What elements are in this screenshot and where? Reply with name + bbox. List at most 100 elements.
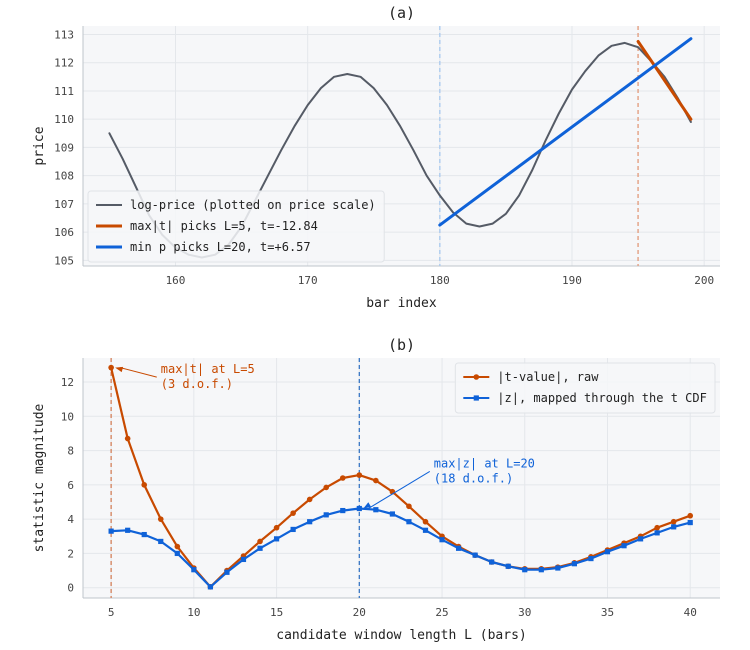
legend-marker — [473, 395, 479, 401]
x-tick-label: 10 — [187, 606, 200, 619]
annotation-text: max|z| at L=20 — [434, 456, 535, 470]
annotation-arrow-head — [363, 502, 372, 509]
legend-label: max|t| picks L=5, t=-12.84 — [130, 219, 318, 233]
data-point — [191, 567, 197, 573]
data-point — [422, 518, 429, 525]
x-tick-label: 200 — [694, 274, 714, 287]
legend: |t-value|, raw |z|, mapped through the t … — [454, 362, 716, 414]
y-tick-label: 112 — [54, 57, 74, 70]
data-point — [455, 545, 462, 551]
x-axis-label: candidate window length L (bars) — [276, 628, 526, 643]
x-tick-label: 30 — [518, 606, 531, 619]
y-axis-label: statistic magnitude — [32, 403, 47, 552]
legend-marker — [473, 374, 480, 380]
y-tick-label: 2 — [67, 547, 74, 560]
annotation-text: (18 d.o.f.) — [434, 471, 513, 485]
data-point — [290, 510, 296, 516]
chart-title: (b) — [388, 336, 415, 354]
data-point — [257, 545, 263, 551]
y-tick-label: 106 — [54, 226, 74, 239]
series-line — [636, 40, 693, 121]
data-point — [174, 550, 180, 557]
data-point — [389, 511, 395, 517]
data-point — [604, 549, 611, 555]
data-point — [472, 552, 478, 558]
data-point — [505, 563, 511, 569]
y-tick-label: 108 — [54, 170, 74, 183]
data-point — [422, 527, 429, 533]
data-point — [108, 528, 114, 534]
data-point — [373, 477, 379, 484]
y-tick-label: 0 — [67, 582, 74, 595]
data-point — [654, 530, 660, 536]
y-tick-label: 113 — [54, 28, 74, 41]
annotation-arrow-line — [368, 471, 431, 509]
legend-label: min p picks L=20, t=+6.57 — [130, 240, 311, 254]
series-line — [109, 507, 692, 589]
legend-box — [87, 190, 385, 263]
data-point — [108, 364, 114, 371]
data-point — [555, 565, 561, 571]
data-point — [290, 526, 296, 533]
data-point — [307, 519, 313, 525]
y-tick-label: 111 — [54, 85, 74, 98]
data-point — [588, 555, 594, 562]
data-point — [373, 507, 379, 513]
x-tick-label: 170 — [298, 274, 318, 287]
data-point — [240, 556, 247, 563]
y-tick-label: 110 — [54, 113, 74, 126]
data-point — [174, 543, 181, 550]
data-point — [224, 569, 230, 575]
data-point — [158, 538, 164, 545]
data-point — [157, 516, 164, 522]
x-tick-label: 15 — [270, 606, 283, 619]
data-point — [124, 435, 131, 442]
data-point — [356, 472, 363, 478]
data-point — [637, 536, 644, 542]
x-tick-label: 20 — [353, 606, 366, 619]
data-point — [687, 519, 693, 526]
data-point — [489, 559, 495, 565]
y-tick-label: 10 — [61, 410, 74, 423]
data-point — [687, 512, 694, 519]
data-point — [125, 527, 131, 533]
annotation-arrow-head — [115, 366, 124, 373]
y-tick-label: 12 — [61, 376, 74, 389]
x-tick-label: 40 — [684, 606, 697, 619]
data-point — [621, 543, 627, 549]
data-point — [406, 503, 412, 510]
annotation-arrow-line — [120, 367, 157, 378]
chart-panel-1: 5 10 15 20 25 30 35 40 0 2 4 6 8 10 12 (b) candidate win… — [32, 336, 720, 643]
data-point — [670, 518, 677, 525]
data-point — [340, 507, 346, 514]
legend: log-price (plotted on price scale) max|t|… — [87, 190, 385, 263]
y-tick-label: 105 — [54, 254, 74, 267]
data-point — [273, 524, 280, 531]
data-point — [356, 505, 362, 512]
chart-title: (a) — [388, 4, 415, 22]
data-point — [306, 496, 313, 503]
x-tick-label: 180 — [430, 274, 450, 287]
x-tick-label: 5 — [108, 606, 115, 619]
x-tick-label: 190 — [562, 274, 582, 287]
series-line — [438, 37, 693, 227]
data-point — [439, 537, 445, 543]
x-tick-label: 25 — [435, 606, 448, 619]
data-point — [323, 484, 330, 491]
data-point — [141, 531, 147, 538]
data-point — [339, 475, 346, 481]
data-point — [571, 561, 577, 567]
data-point — [323, 512, 329, 518]
x-tick-label: 160 — [166, 274, 186, 287]
y-tick-label: 8 — [67, 445, 74, 458]
data-point — [654, 524, 660, 531]
data-point — [207, 584, 213, 590]
data-point — [141, 482, 148, 488]
data-point — [257, 538, 263, 545]
y-tick-label: 6 — [67, 479, 74, 492]
x-axis-label: bar index — [366, 296, 437, 311]
y-tick-label: 109 — [54, 141, 74, 154]
y-tick-label: 4 — [67, 513, 74, 526]
chart-panel-0: 160 170 180 190 200 105 106 107 108 109 110 111 112 1… — [32, 4, 720, 311]
